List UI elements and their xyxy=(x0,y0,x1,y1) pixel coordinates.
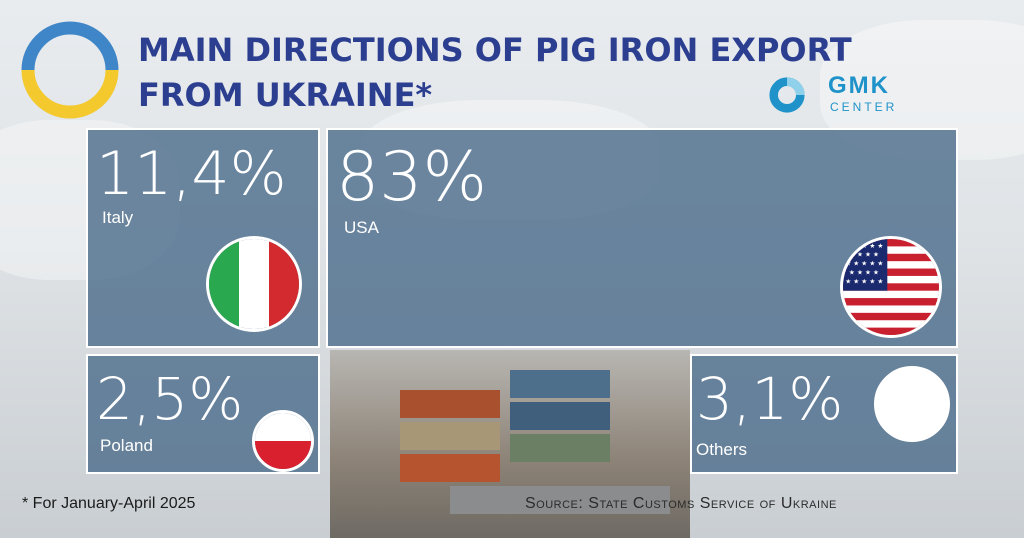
value-label-italy: 11,4% xyxy=(96,139,287,209)
country-label-italy: Italy xyxy=(102,208,134,227)
tile-italy: 11,4% Italy xyxy=(86,128,320,348)
title-line-1: MAIN DIRECTIONS OF PIG IRON EXPORT xyxy=(138,31,852,69)
blank-circle-icon xyxy=(874,366,950,442)
italy-flag-icon xyxy=(206,236,302,332)
container-shape xyxy=(450,486,670,514)
svg-text:★ ★ ★ ★ ★: ★ ★ ★ ★ ★ xyxy=(845,242,883,250)
logo-name: GMK xyxy=(828,72,890,99)
container-shape xyxy=(400,390,500,418)
value-label-usa: 83% xyxy=(336,138,488,217)
container-shape xyxy=(400,422,500,450)
svg-text:★ ★ ★ ★: ★ ★ ★ ★ xyxy=(849,268,879,276)
container-shape xyxy=(510,370,610,398)
gmk-center-logo: GMK CENTER xyxy=(768,70,928,120)
country-label-poland: Poland xyxy=(100,436,153,455)
usa-flag-icon: ★ ★ ★ ★ ★ ★ ★ ★ ★ ★ ★ ★ ★ ★ ★ ★ ★ ★ ★ ★ … xyxy=(840,236,942,338)
port-background xyxy=(330,350,690,538)
container-shape xyxy=(510,402,610,430)
tile-usa: 83% USA ★ ★ ★ ★ ★ ★ ★ ★ ★ ★ ★ ★ ★ ★ ★ ★ … xyxy=(326,128,958,348)
value-label-poland: 2,5% xyxy=(96,365,244,433)
ukraine-ring-icon xyxy=(21,21,119,119)
ring-bottom xyxy=(21,69,119,119)
gmk-logo-icon xyxy=(769,77,805,113)
footnote: * For January-April 2025 xyxy=(22,495,196,512)
source-note: Source: State Customs Service of Ukraine xyxy=(525,495,837,512)
ring-top xyxy=(21,21,119,71)
logo-sub: CENTER xyxy=(830,100,898,114)
tile-poland: 2,5% Poland xyxy=(86,354,320,474)
country-label-usa: USA xyxy=(344,218,379,237)
value-label-others: 3,1% xyxy=(696,365,844,433)
poland-flag-icon xyxy=(252,410,314,472)
container-shape xyxy=(510,434,610,462)
country-label-others: Others xyxy=(696,440,748,459)
chart-title: MAIN DIRECTIONS OF PIG IRON EXPORT FROM … xyxy=(138,28,898,118)
container-shape xyxy=(400,454,500,482)
svg-text:★ ★ ★ ★ ★: ★ ★ ★ ★ ★ xyxy=(845,260,883,268)
svg-text:★ ★ ★ ★ ★: ★ ★ ★ ★ ★ xyxy=(845,277,883,285)
svg-text:★ ★ ★ ★: ★ ★ ★ ★ xyxy=(849,251,879,259)
tile-others: 3,1% Others xyxy=(690,354,958,474)
title-line-2: FROM UKRAINE* xyxy=(138,76,433,114)
